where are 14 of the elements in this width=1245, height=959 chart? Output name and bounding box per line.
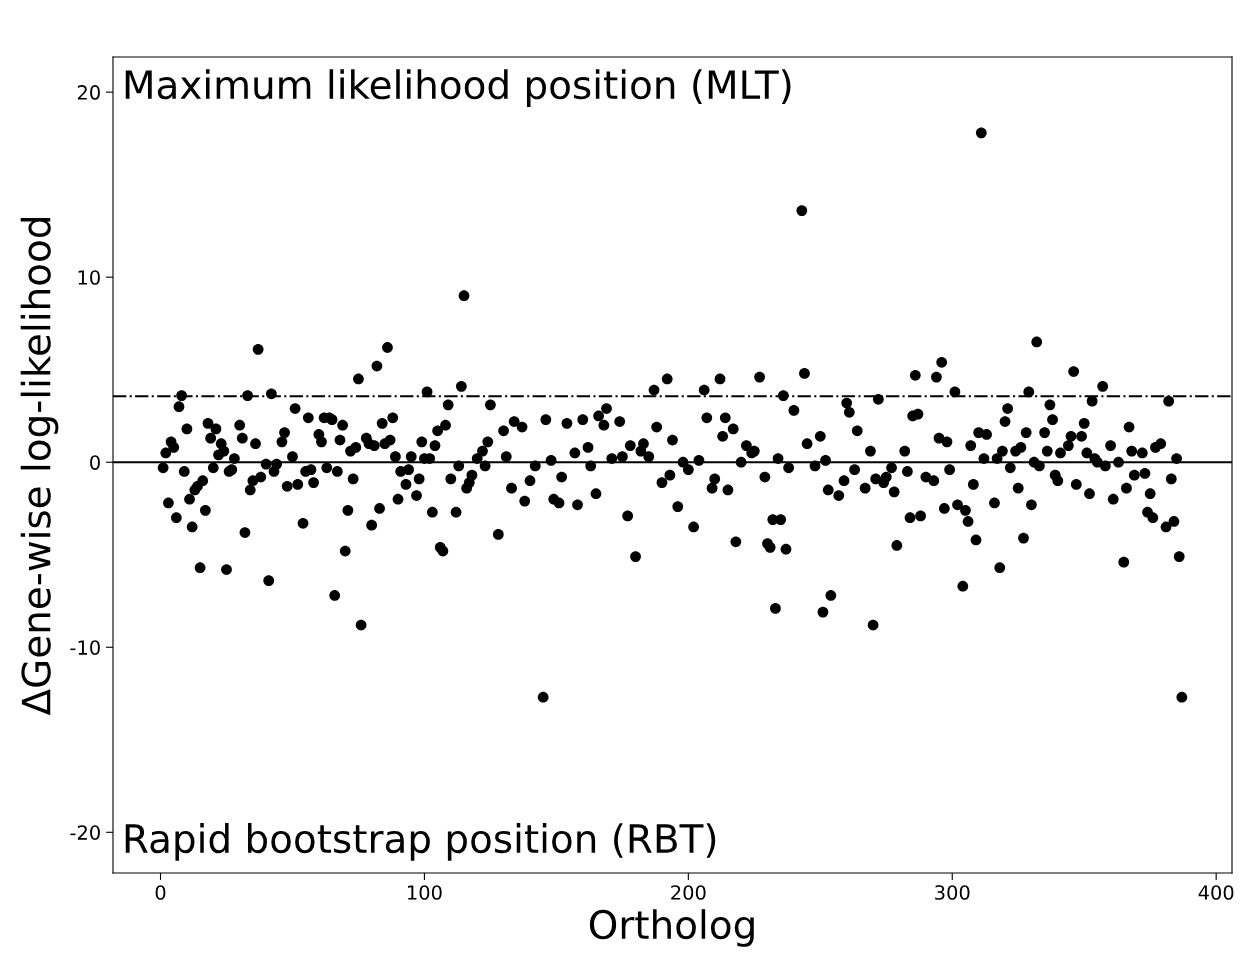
annotation: Rapid bootstrap position (RBT) (125, 823, 716, 861)
y-tick-label: 10 (78, 270, 100, 285)
x-axis-title: Ortholog (589, 909, 754, 947)
y-tick-label: 20 (77, 85, 100, 100)
y-tick-label: -20 (70, 825, 100, 840)
y-tick-label: -10 (70, 640, 100, 655)
x-tick-label: 400 (1198, 885, 1234, 900)
x-tick-label: 100 (408, 885, 442, 900)
x-tick-label: 300 (935, 885, 970, 900)
x-tick-label: 0 (155, 885, 166, 900)
x-tick-label: 200 (671, 885, 706, 900)
y-tick-label: 0 (90, 455, 100, 470)
annotation: Maximum likelihood position (MLT) (125, 69, 791, 107)
y-axis-title: ΔGene-wise log-likelihood (20, 218, 59, 716)
